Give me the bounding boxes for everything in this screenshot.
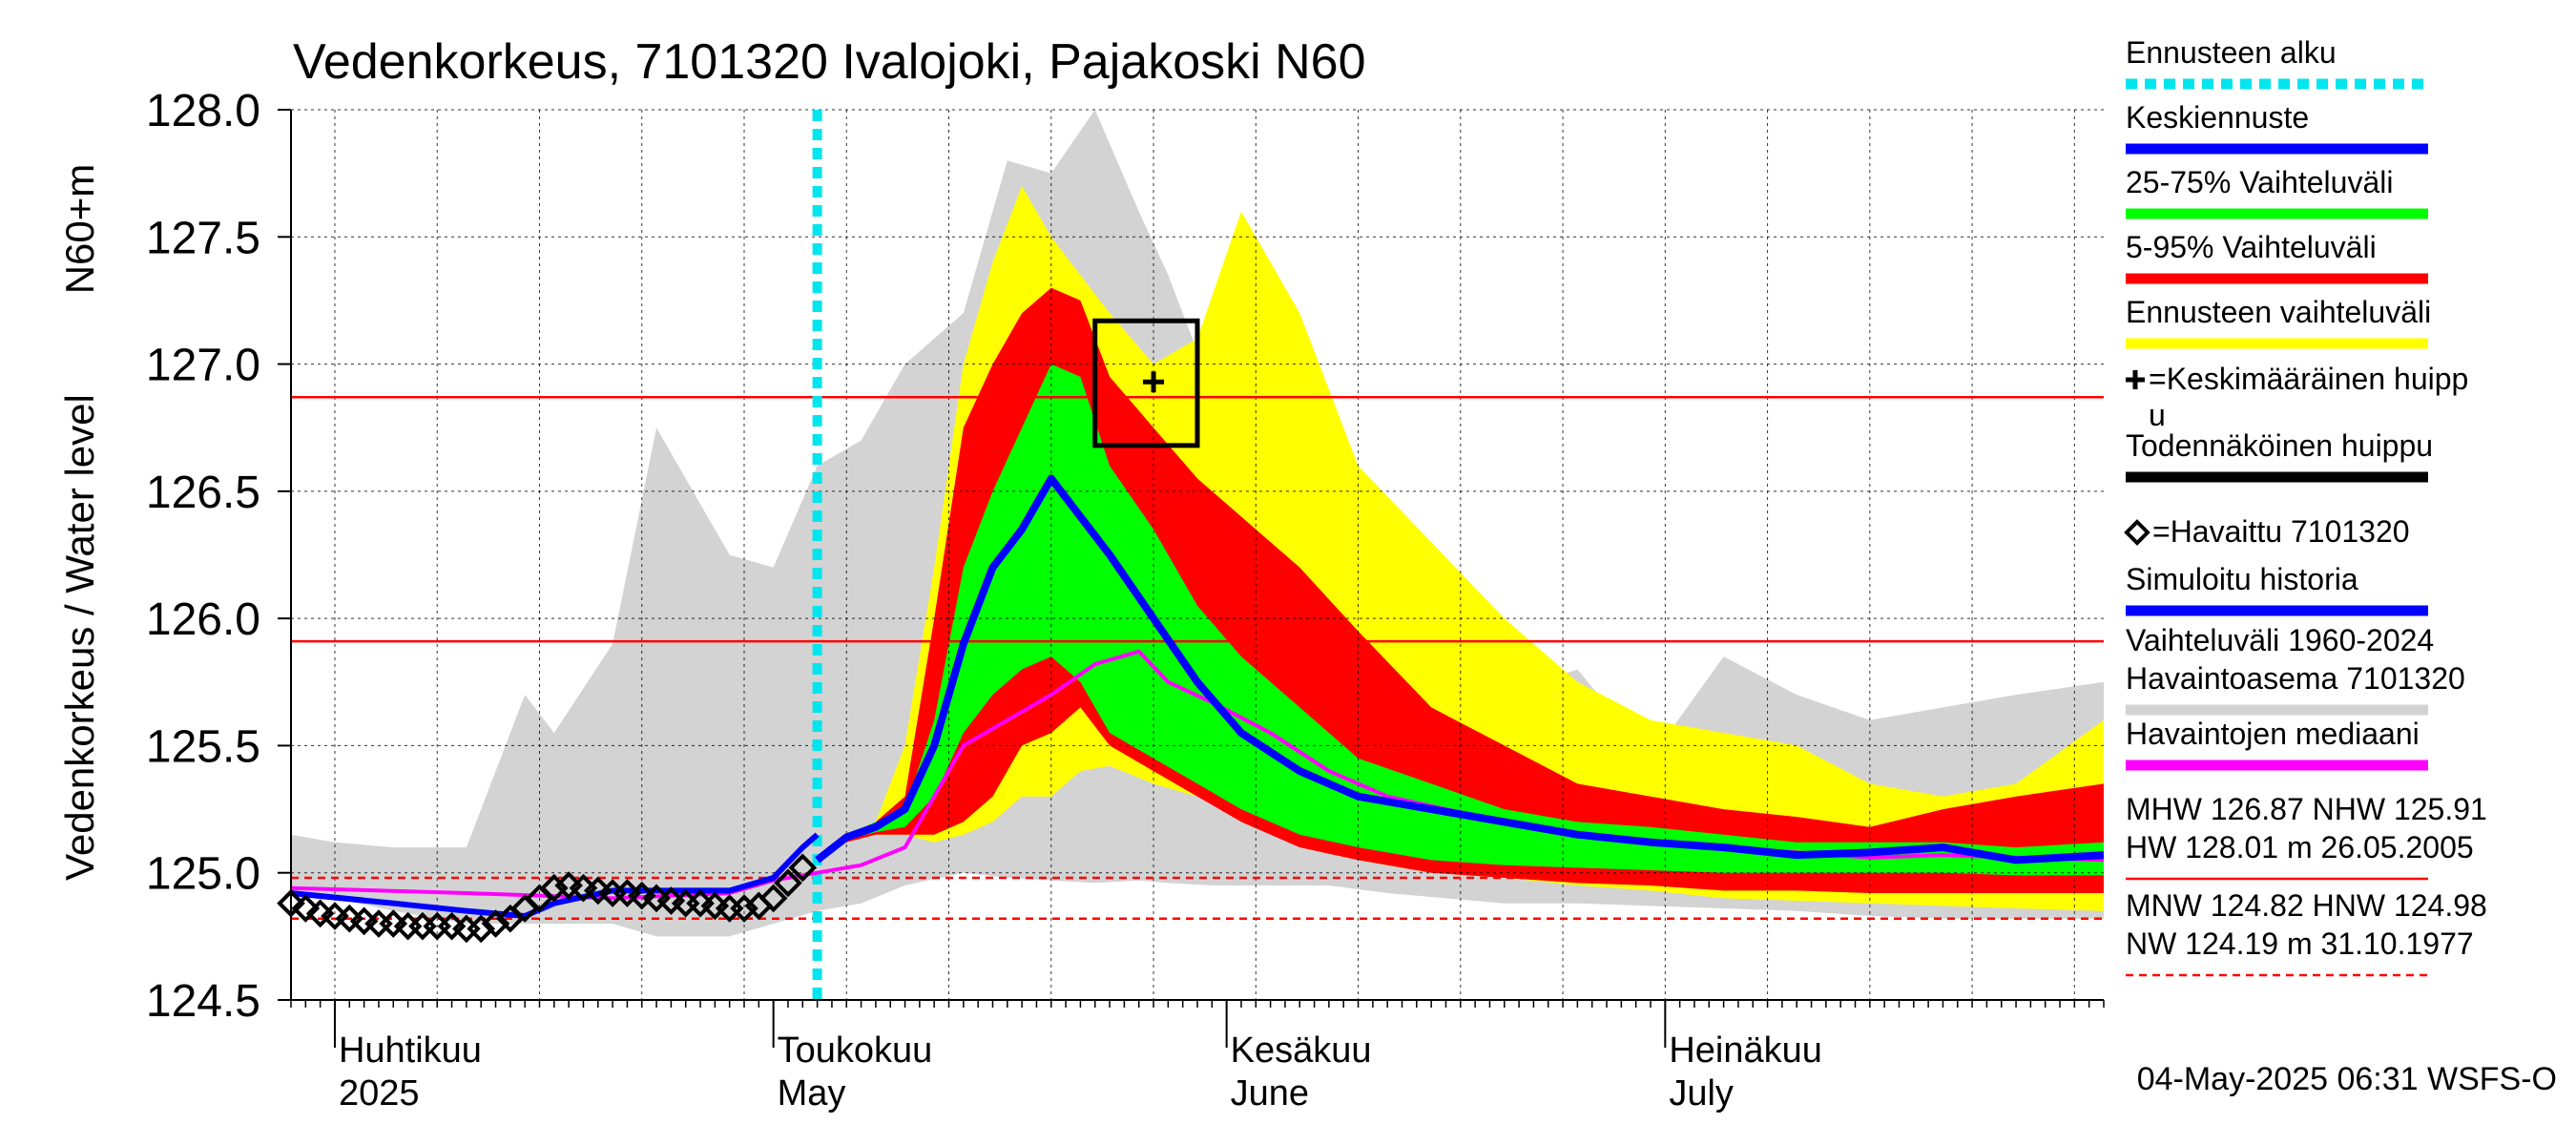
observed-point <box>291 894 321 923</box>
legend-label: =Havaittu 7101320 <box>2152 514 2410 549</box>
markers-layer <box>277 318 1200 944</box>
observed-point <box>481 909 510 938</box>
legend-label: u <box>2149 398 2166 432</box>
x-month-label-fi: Huhtikuu <box>339 1030 482 1071</box>
y-tick-label: 126.5 <box>146 468 260 518</box>
legend-plus-marker <box>2126 370 2145 389</box>
x-month-label-fi: Kesäkuu <box>1231 1030 1372 1071</box>
y-axis-outer-label: Vedenkorkeus / Water level <box>57 394 102 881</box>
mean-peak-marker <box>1143 371 1165 393</box>
observed-point <box>788 853 818 883</box>
observed-point <box>539 873 569 903</box>
y-tick-label: 125.5 <box>146 721 260 772</box>
observed-point <box>774 868 802 898</box>
y-axis-inner-label: N60+m <box>57 164 102 295</box>
footer-timestamp: 04-May-2025 06:31 WSFS-O <box>2137 1061 2557 1097</box>
legend-label: Ennusteen vaihteluväli <box>2126 295 2431 329</box>
legend-label: =Keskimääräinen huipp <box>2149 362 2468 396</box>
observed-point <box>467 914 496 944</box>
legend-label: MHW 126.87 NHW 125.91 <box>2126 792 2487 826</box>
x-month-label-en: July <box>1669 1073 1734 1114</box>
axes-layer: 124.5 125.0 125.5 126.0 126.5 127.0 127.5 128.0… <box>146 86 2105 1114</box>
simulated-history-line <box>290 832 820 919</box>
legend-label: 25-75% Vaihteluväli <box>2126 165 2393 199</box>
legend-label: 5-95% Vaihteluväli <box>2126 230 2377 264</box>
legend: Ennusteen alku Keskiennuste 25-75% Vaihtel… <box>2124 35 2487 977</box>
legend-label: Todennäköinen huippu <box>2126 428 2433 463</box>
x-month-label-fi: Toukokuu <box>778 1030 933 1071</box>
legend-label: Keskiennuste <box>2126 100 2309 135</box>
x-month-label-en: 2025 <box>339 1073 420 1114</box>
y-tick-label: 127.5 <box>146 213 260 263</box>
chart-title: Vedenkorkeus, 7101320 Ivalojoki, Pajakos… <box>293 34 1366 90</box>
legend-label: NW 124.19 m 31.10.1977 <box>2126 926 2474 961</box>
x-month-label-en: May <box>778 1073 846 1114</box>
y-tick-label: 128.0 <box>146 86 260 136</box>
y-tick-label: 127.0 <box>146 341 260 391</box>
x-month-label-en: June <box>1231 1073 1309 1114</box>
legend-diamond-marker <box>2124 519 2150 546</box>
legend-label: Ennusteen alku <box>2126 35 2337 70</box>
mean-forecast-line <box>815 474 2105 864</box>
legend-label: Havaintojen mediaani <box>2126 717 2420 751</box>
legend-label: Vaihteluväli 1960-2024 <box>2126 623 2434 657</box>
observed-point <box>758 884 788 913</box>
y-tick-label: 124.5 <box>146 976 260 1027</box>
x-month-label-fi: Heinäkuu <box>1669 1030 1822 1071</box>
y-tick-label: 126.0 <box>146 594 260 645</box>
legend-label: MNW 124.82 HNW 124.98 <box>2126 888 2487 923</box>
probable-peak-box <box>1092 318 1200 448</box>
legend-label: Havaintoasema 7101320 <box>2126 661 2465 696</box>
legend-label: Simuloitu historia <box>2126 562 2358 596</box>
forecast-bands-layer <box>817 186 2104 911</box>
range-25-75-area <box>817 364 2104 876</box>
observed-point <box>730 894 758 923</box>
legend-label: HW 128.01 m 26.05.2005 <box>2126 830 2474 864</box>
y-tick-label: 125.0 <box>146 849 260 900</box>
